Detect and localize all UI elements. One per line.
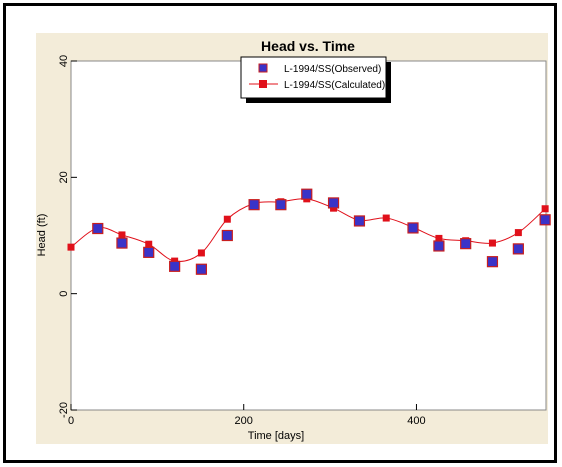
observed-point <box>248 199 260 211</box>
x-axis-ticks: 0 200 400 <box>68 404 426 427</box>
observed-series-markers <box>92 188 551 275</box>
observed-point <box>539 214 551 226</box>
legend-observed-label: L-1994/SS(Observed) <box>284 64 381 75</box>
observed-point <box>512 243 524 255</box>
observed-point <box>92 222 104 235</box>
observed-point <box>116 237 128 249</box>
observed-point <box>486 256 499 268</box>
legend: L-1994/SS(Observed) L-1994/SS(Calculated… <box>240 56 391 103</box>
calculated-point <box>541 205 549 213</box>
observed-point <box>169 260 181 272</box>
calculated-point <box>118 231 126 239</box>
y-axis-label: Head (ft) <box>36 214 48 257</box>
chart-frame: Head vs. Time Time [days] Head (ft) 0 200… <box>3 3 557 463</box>
chart-title: Head vs. Time <box>261 38 355 54</box>
observed-point <box>195 263 208 275</box>
observed-point <box>143 246 155 258</box>
observed-point <box>407 222 419 234</box>
calculated-point <box>197 249 205 257</box>
calculated-point <box>488 239 496 247</box>
observed-point <box>353 215 366 227</box>
x-tick-label: 400 <box>407 415 425 427</box>
observed-point <box>221 229 233 242</box>
legend-calculated-label: L-1994/SS(Calculated) <box>284 80 385 91</box>
y-axis-ticks: -20 0 20 40 <box>58 55 77 418</box>
y-tick-label: 40 <box>58 55 70 67</box>
x-tick-label: 0 <box>68 415 74 427</box>
y-tick-label: 0 <box>58 291 70 297</box>
chart-canvas: Head vs. Time Time [days] Head (ft) 0 200… <box>36 33 551 444</box>
calculated-point <box>435 234 443 242</box>
observed-point <box>460 238 472 250</box>
calculated-point <box>223 215 231 223</box>
x-axis-label: Time [days] <box>248 430 304 442</box>
observed-point <box>433 240 445 252</box>
legend-observed-marker <box>258 63 268 73</box>
y-tick-label: -20 <box>58 402 70 418</box>
calculated-point <box>382 214 390 222</box>
observed-point <box>301 188 313 200</box>
legend-calculated-marker <box>259 80 267 88</box>
observed-point <box>275 199 287 211</box>
plot-area <box>70 60 547 411</box>
x-tick-label: 200 <box>235 415 253 427</box>
y-tick-label: 20 <box>58 171 70 183</box>
calculated-point <box>67 243 75 251</box>
calculated-point <box>145 240 153 248</box>
calculated-point <box>514 229 522 237</box>
observed-point <box>327 197 340 209</box>
